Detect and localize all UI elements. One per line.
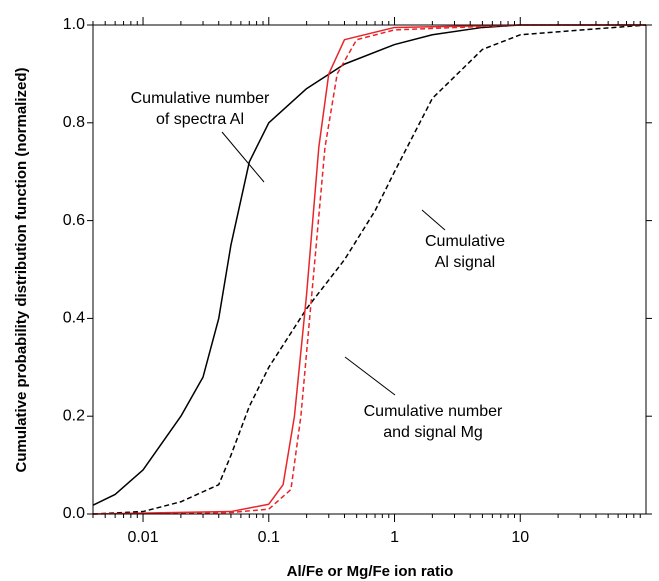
y-axis-title: Cumulative probability distribution func… [13, 67, 30, 472]
x-tick-label: 1 [390, 529, 399, 546]
leader-line [421, 209, 446, 231]
leader-line [221, 131, 265, 183]
line [92, 24, 646, 506]
annotation: Cumulative [425, 233, 505, 250]
y-tick-label: 0.2 [63, 407, 85, 424]
y-tick-label: 0.6 [63, 212, 85, 229]
annotation: Cumulative number [364, 403, 503, 420]
x-axis-title: Al/Fe or Mg/Fe ion ratio [287, 563, 454, 580]
y-tick-label: 0.0 [63, 505, 85, 522]
x-tick-label: 0.1 [258, 529, 280, 546]
x-tick-label: 0.01 [127, 529, 158, 546]
line [92, 24, 646, 515]
annotation: Cumulative number [131, 90, 270, 107]
y-tick-label: 0.8 [63, 114, 85, 131]
leader-line [344, 356, 396, 396]
annotation: of spectra Al [156, 111, 244, 128]
y-tick-label: 0.4 [63, 310, 85, 327]
x-tick-label: 10 [511, 529, 529, 546]
annotation: Al signal [435, 254, 495, 271]
line [92, 24, 647, 515]
annotation: and signal Mg [383, 424, 483, 441]
line [92, 24, 646, 515]
plot-frame [92, 24, 647, 515]
y-tick-label: 1.0 [63, 16, 85, 33]
